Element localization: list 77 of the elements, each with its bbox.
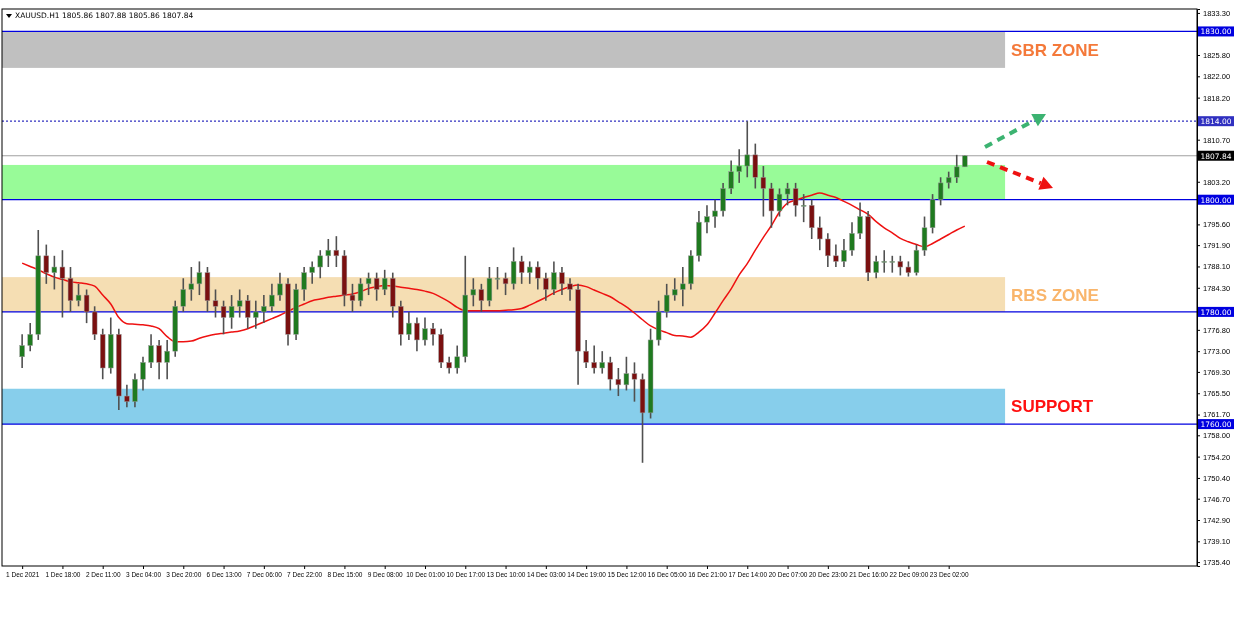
candlestick xyxy=(881,249,887,274)
candlestick xyxy=(59,249,66,319)
band-label: RBS ZONE xyxy=(1011,285,1099,305)
candlestick xyxy=(422,316,428,347)
candlestick xyxy=(406,311,412,341)
candlestick xyxy=(140,355,146,392)
candlestick xyxy=(180,277,186,313)
candlestick xyxy=(301,266,307,302)
candlestick xyxy=(382,269,388,296)
candlestick xyxy=(156,339,162,381)
candlestick xyxy=(841,238,847,268)
candlestick xyxy=(615,367,622,397)
candlestick xyxy=(535,260,541,291)
candlestick xyxy=(599,350,605,375)
candlestick xyxy=(19,333,25,369)
candlestick xyxy=(27,322,33,352)
candlestick xyxy=(591,344,597,375)
candlestick xyxy=(664,283,670,319)
candlestick xyxy=(720,182,726,218)
candlestick xyxy=(478,283,485,313)
candlestick xyxy=(937,176,944,207)
candlestick xyxy=(91,305,98,341)
candlestick xyxy=(897,255,904,277)
candlestick xyxy=(551,260,557,296)
candlestick xyxy=(51,255,58,291)
candlestick xyxy=(132,372,138,409)
candlestick xyxy=(373,271,380,302)
candlestick xyxy=(245,294,251,330)
candlestick xyxy=(825,232,831,268)
candlestick xyxy=(543,271,549,302)
candlestick xyxy=(333,235,340,268)
candlestick xyxy=(873,255,879,280)
candlestick xyxy=(809,198,815,240)
candlestick xyxy=(148,333,154,369)
candlestick xyxy=(519,255,525,285)
candlestick xyxy=(607,355,613,392)
candlestick xyxy=(83,288,90,324)
band-label: SBR ZONE xyxy=(1011,40,1099,60)
candlestick xyxy=(325,238,331,268)
candlestick xyxy=(237,288,243,319)
candlestick xyxy=(833,243,839,268)
candlestick xyxy=(889,255,895,274)
candlestick xyxy=(672,277,678,302)
candlestick xyxy=(228,294,235,330)
candlestick xyxy=(196,260,203,296)
candlestick xyxy=(188,266,194,302)
candlestick xyxy=(680,266,686,308)
candlestick xyxy=(261,294,267,324)
candlestick xyxy=(801,193,807,223)
candlestick xyxy=(567,277,573,302)
candlestick xyxy=(849,221,855,257)
band-label: SUPPORT xyxy=(1011,397,1094,417)
candlestick xyxy=(792,182,799,218)
candlestick xyxy=(728,159,734,195)
candlestick xyxy=(857,201,863,240)
candlestick xyxy=(559,266,565,296)
candlestick xyxy=(430,322,436,347)
candlestick xyxy=(760,165,767,218)
candlestick xyxy=(712,198,718,229)
candlestick xyxy=(277,271,283,302)
candlestick xyxy=(164,339,170,381)
candlestick xyxy=(414,316,420,352)
candlestick xyxy=(454,344,460,375)
candlestick xyxy=(124,384,130,409)
candlestick xyxy=(365,271,372,296)
candlestick xyxy=(583,339,589,369)
candlestick xyxy=(470,277,476,308)
candlestick xyxy=(269,283,275,313)
candlestick xyxy=(527,260,533,285)
candlestick xyxy=(704,204,710,235)
candlestick xyxy=(43,243,49,285)
candlestick xyxy=(253,299,259,330)
candlestick xyxy=(817,215,823,251)
candlestick xyxy=(623,355,630,392)
candlestick xyxy=(317,249,323,280)
candlestick xyxy=(309,260,315,285)
candlestick xyxy=(510,246,517,291)
